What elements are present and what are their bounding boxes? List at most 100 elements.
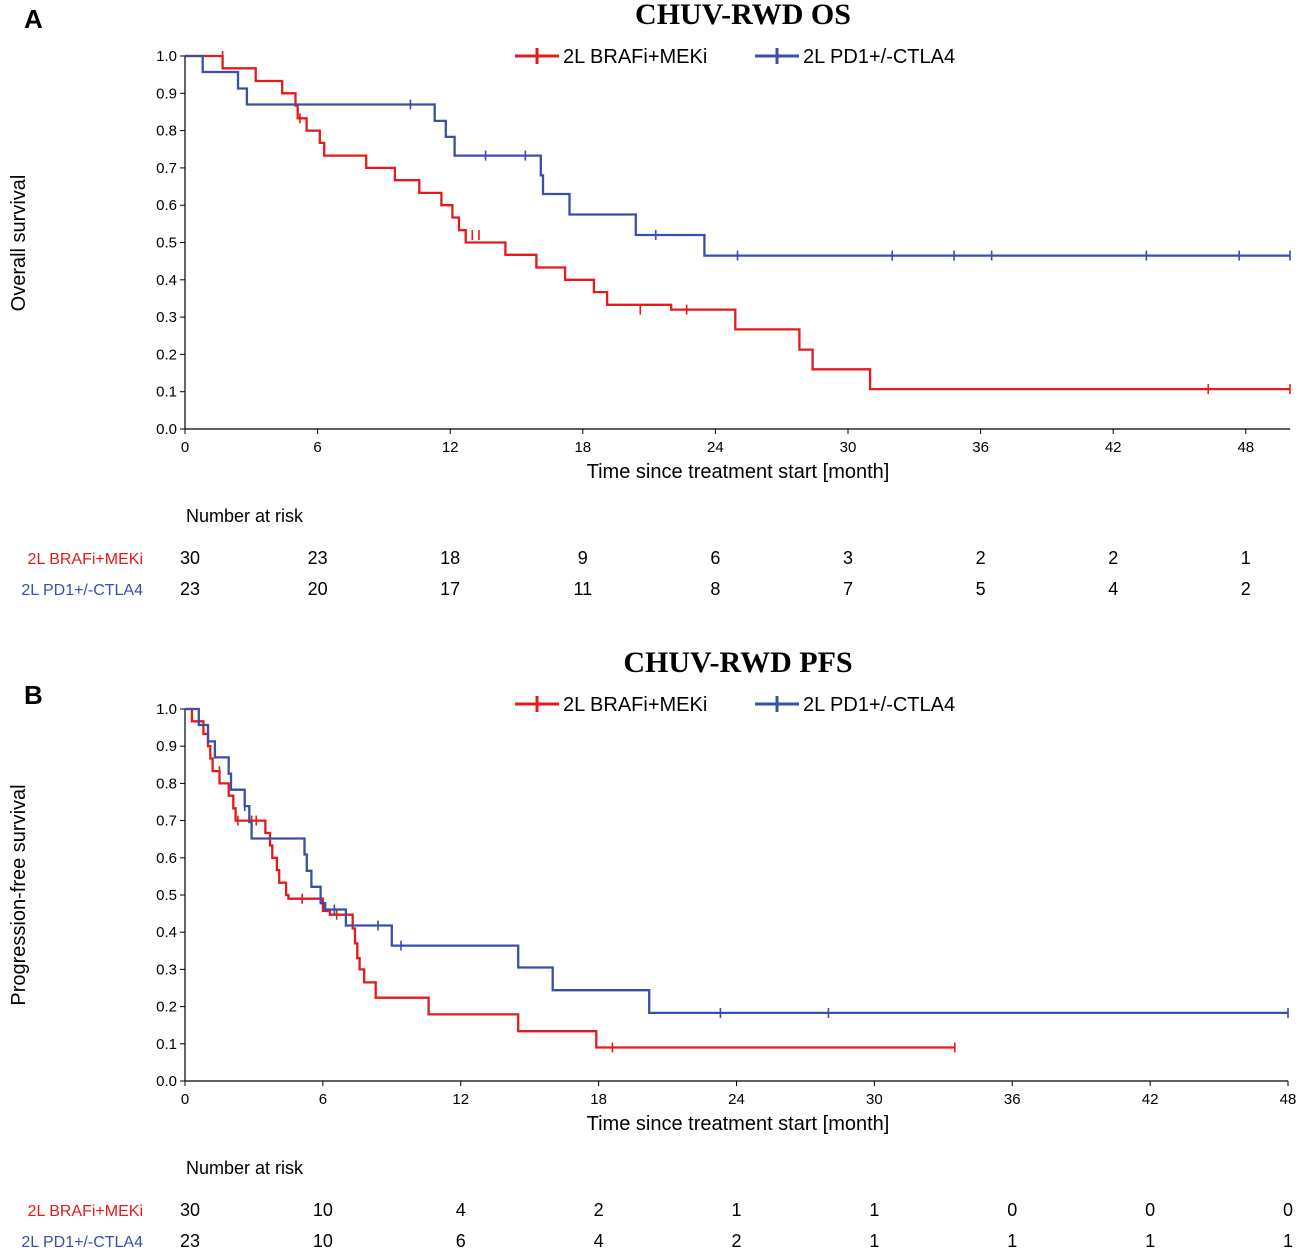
y-tick-label: 0.6 (156, 850, 177, 867)
x-tick-label: 36 (972, 439, 989, 456)
survival-line-brafi-b (185, 707, 955, 1049)
y-axis-label-a: Overall survival (8, 175, 30, 312)
risk-count: 2 (594, 1200, 604, 1220)
risk-count: 2 (731, 1231, 741, 1251)
risk-count: 1 (1007, 1231, 1017, 1251)
risk-count: 9 (578, 548, 588, 568)
risk-count: 30 (180, 1200, 200, 1220)
risk-header-b: Number at risk (186, 1158, 304, 1178)
x-tick-label: 0 (181, 1091, 189, 1108)
x-tick-label: 48 (1237, 439, 1254, 456)
chart-title-b: CHUV-RWD PFS (623, 646, 852, 679)
x-tick-label: 6 (313, 439, 321, 456)
y-tick-label: 0.7 (156, 160, 177, 177)
x-tick-label: 18 (574, 439, 591, 456)
legend-a: 2L BRAFi+MEKi 2L PD1+/-CTLA4 (563, 46, 955, 68)
y-tick-label: 0.0 (156, 421, 177, 438)
y-tick-label: 0.0 (156, 1073, 177, 1090)
legend-label-brafi-b: 2L BRAFi+MEKi (563, 694, 707, 716)
legend-label-pd1-a: 2L PD1+/-CTLA4 (803, 46, 955, 68)
y-tick-label: 0.1 (156, 384, 177, 401)
survival-line-brafi-a (185, 54, 1290, 391)
x-tick-label: 24 (707, 439, 724, 456)
risk-row-label-pd1-b: 2L PD1+/-CTLA4 (21, 1234, 143, 1251)
x-tick-label: 30 (866, 1091, 883, 1108)
y-tick-label: 0.4 (156, 272, 177, 289)
x-tick-label: 12 (442, 439, 459, 456)
y-tick-label: 0.2 (156, 346, 177, 363)
y-tick-label: 0.4 (156, 924, 177, 941)
legend-label-pd1-b: 2L PD1+/-CTLA4 (803, 694, 955, 716)
risk-count: 1 (1145, 1231, 1155, 1251)
risk-count: 10 (313, 1200, 333, 1220)
x-tick-label: 48 (1280, 1091, 1297, 1108)
plot-area-a: 0.0 0.1 0.2 0.3 0.4 0.5 0.6 0.7 0.8 0.9 1.0 0 6 12 18 2… (156, 48, 1291, 456)
risk-row-label-brafi-b: 2L BRAFi+MEKi (28, 1203, 143, 1220)
risk-count: 1 (731, 1200, 741, 1220)
risk-count: 4 (1108, 579, 1118, 599)
risk-count: 1 (869, 1200, 879, 1220)
risk-count: 20 (308, 579, 328, 599)
risk-count: 23 (180, 579, 200, 599)
y-tick-label: 1.0 (156, 701, 177, 718)
y-tick-label: 0.2 (156, 999, 177, 1016)
y-axis-label-b: Progression-free survival (8, 784, 30, 1005)
risk-row-label-brafi-a: 2L BRAFi+MEKi (28, 551, 143, 568)
risk-count: 4 (594, 1231, 604, 1251)
risk-count: 10 (313, 1231, 333, 1251)
risk-count: 17 (440, 579, 460, 599)
y-tick-label: 0.9 (156, 85, 177, 102)
x-tick-label: 36 (1004, 1091, 1021, 1108)
risk-count: 30 (180, 548, 200, 568)
survival-line-pd1-a (185, 54, 1290, 257)
x-tick-label: 24 (728, 1091, 745, 1108)
y-tick-label: 0.3 (156, 309, 177, 326)
y-tick-label: 0.5 (156, 235, 177, 252)
y-tick-label: 0.9 (156, 738, 177, 755)
risk-count: 18 (440, 548, 460, 568)
risk-count: 7 (843, 579, 853, 599)
risk-count: 6 (456, 1231, 466, 1251)
x-tick-label: 30 (840, 439, 857, 456)
risk-count: 11 (573, 579, 592, 599)
panel-label-b: B (24, 680, 43, 710)
y-tick-label: 1.0 (156, 48, 177, 65)
risk-count: 23 (308, 548, 328, 568)
x-axis-label-b: Time since treatment start [month] (587, 1113, 890, 1135)
y-tick-label: 0.1 (156, 1036, 177, 1053)
risk-count: 8 (710, 579, 720, 599)
risk-header-a: Number at risk (186, 506, 304, 526)
risk-count: 0 (1283, 1200, 1293, 1220)
y-tick-label: 0.7 (156, 813, 177, 830)
legend-label-brafi-a: 2L BRAFi+MEKi (563, 46, 707, 68)
risk-count: 1 (1283, 1231, 1293, 1251)
x-tick-label: 6 (319, 1091, 327, 1108)
risk-count: 5 (976, 579, 986, 599)
plot-area-b: 0.0 0.1 0.2 0.3 0.4 0.5 0.6 0.7 0.8 0.9 1.0 0 6 12 18 2… (156, 701, 1296, 1108)
chart-title-a: CHUV-RWD OS (635, 0, 851, 31)
risk-count: 2 (1241, 579, 1251, 599)
y-tick-label: 0.6 (156, 197, 177, 214)
risk-count: 1 (1241, 548, 1251, 568)
y-tick-label: 0.5 (156, 887, 177, 904)
x-tick-label: 12 (452, 1091, 469, 1108)
risk-count: 4 (456, 1200, 466, 1220)
risk-count: 0 (1145, 1200, 1155, 1220)
risk-count: 1 (869, 1231, 879, 1251)
panel-label-a: A (24, 4, 43, 34)
x-tick-label: 0 (181, 439, 189, 456)
risk-count: 2 (976, 548, 986, 568)
risk-row-label-pd1-a: 2L PD1+/-CTLA4 (21, 582, 143, 599)
x-tick-label: 42 (1105, 439, 1122, 456)
x-tick-label: 42 (1142, 1091, 1159, 1108)
legend-b: 2L BRAFi+MEKi 2L PD1+/-CTLA4 (563, 694, 955, 716)
x-axis-label-a: Time since treatment start [month] (587, 461, 890, 483)
risk-count: 23 (180, 1231, 200, 1251)
y-tick-label: 0.8 (156, 123, 177, 140)
risk-count: 0 (1007, 1200, 1017, 1220)
risk-count: 6 (710, 548, 720, 568)
survival-line-pd1-b (185, 707, 1288, 1015)
y-tick-label: 0.3 (156, 961, 177, 978)
risk-count: 3 (843, 548, 853, 568)
